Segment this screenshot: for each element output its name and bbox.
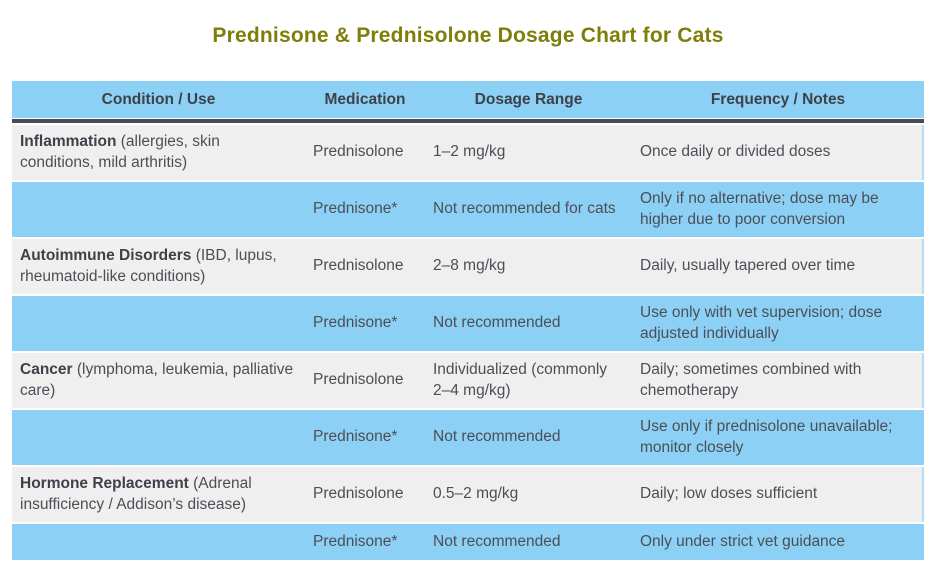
header-condition-use: Condition / Use xyxy=(101,90,216,108)
table-row-autoimmune-prednisolone: Autoimmune Disorders (IBD, lupus, rheuma… xyxy=(12,239,924,294)
dosage-cell: Not recommended for cats xyxy=(433,200,616,218)
page-title: Prednisone & Prednisolone Dosage Chart f… xyxy=(212,24,724,47)
table-row-inflammation-prednisolone: Inflammation (allergies, skin conditions… xyxy=(12,125,924,180)
frequency-cell: Use only if prednisolone unavailable; mo… xyxy=(640,418,893,456)
condition-detail: (allergies, skin conditions, mild arthri… xyxy=(20,133,220,171)
condition-detail: (IBD, lupus, rheumatoid-like conditions) xyxy=(20,247,277,285)
medication-cell: Prednisolone xyxy=(313,143,404,161)
condition-cell xyxy=(12,432,305,444)
medication-cell: Prednisolone xyxy=(313,257,404,275)
frequency-cell: Once daily or divided doses xyxy=(640,143,831,161)
dosage-cell: 2–8 mg/kg xyxy=(433,257,506,275)
dosage-cell: Not recommended xyxy=(433,532,561,550)
frequency-cell: Daily; sometimes combined with chemother… xyxy=(640,361,862,399)
condition-cell xyxy=(12,204,305,216)
dosage-cell: Not recommended xyxy=(433,314,561,332)
frequency-cell: Only under strict vet guidance xyxy=(640,532,846,550)
header-divider xyxy=(12,118,924,123)
dosage-cell: 0.5–2 mg/kg xyxy=(433,485,519,503)
frequency-cell: Only if no alternative; dose may be high… xyxy=(640,190,879,228)
condition-detail: (Adrenal insufficiency / Addison’s disea… xyxy=(20,475,252,513)
dosage-cell: Individualized (commonly 2–4 mg/kg) xyxy=(433,361,608,399)
condition-cell xyxy=(12,536,305,548)
condition-cell: Autoimmune Disorders (IBD, lupus, rheuma… xyxy=(12,240,305,292)
header-dosage-range: Dosage Range xyxy=(474,90,583,108)
condition-cell xyxy=(12,318,305,330)
condition-cell: Hormone Replacement (Adrenal insufficien… xyxy=(12,468,305,520)
frequency-cell: Daily; low doses sufficient xyxy=(640,485,818,503)
condition-name: Autoimmune Disorders xyxy=(20,247,192,265)
condition-detail: (lymphoma, leukemia, palliative care) xyxy=(20,361,294,399)
header-medication: Medication xyxy=(324,90,406,108)
dosage-cell: Not recommended xyxy=(433,428,561,446)
table-row-cancer-prednisone: Prednisone* Not recommended Use only if … xyxy=(12,410,924,465)
table-row-inflammation-prednisone: Prednisone* Not recommended for cats Onl… xyxy=(12,182,924,237)
medication-cell: Prednisolone xyxy=(313,485,404,503)
table-row-hormone-prednisolone: Hormone Replacement (Adrenal insufficien… xyxy=(12,467,924,522)
condition-name: Hormone Replacement xyxy=(20,475,189,493)
condition-name: Inflammation xyxy=(20,133,117,151)
table-header-row: Condition / Use Medication Dosage Range … xyxy=(12,81,924,118)
condition-name: Cancer xyxy=(20,361,73,379)
frequency-cell: Use only with vet supervision; dose adju… xyxy=(640,304,883,342)
dosage-table: Condition / Use Medication Dosage Range … xyxy=(12,81,924,560)
medication-cell: Prednisone* xyxy=(313,532,398,550)
dosage-cell: 1–2 mg/kg xyxy=(433,143,506,161)
condition-cell: Cancer (lymphoma, leukemia, palliative c… xyxy=(12,354,305,406)
medication-cell: Prednisolone xyxy=(313,371,404,389)
table-row-hormone-prednisone: Prednisone* Not recommended Only under s… xyxy=(12,524,924,560)
table-row-cancer-prednisolone: Cancer (lymphoma, leukemia, palliative c… xyxy=(12,353,924,408)
header-frequency-notes: Frequency / Notes xyxy=(710,90,846,108)
table-row-autoimmune-prednisone: Prednisone* Not recommended Use only wit… xyxy=(12,296,924,351)
medication-cell: Prednisone* xyxy=(313,428,398,446)
condition-cell: Inflammation (allergies, skin conditions… xyxy=(12,126,305,178)
medication-cell: Prednisone* xyxy=(313,200,398,218)
medication-cell: Prednisone* xyxy=(313,314,398,332)
frequency-cell: Daily, usually tapered over time xyxy=(640,257,856,275)
